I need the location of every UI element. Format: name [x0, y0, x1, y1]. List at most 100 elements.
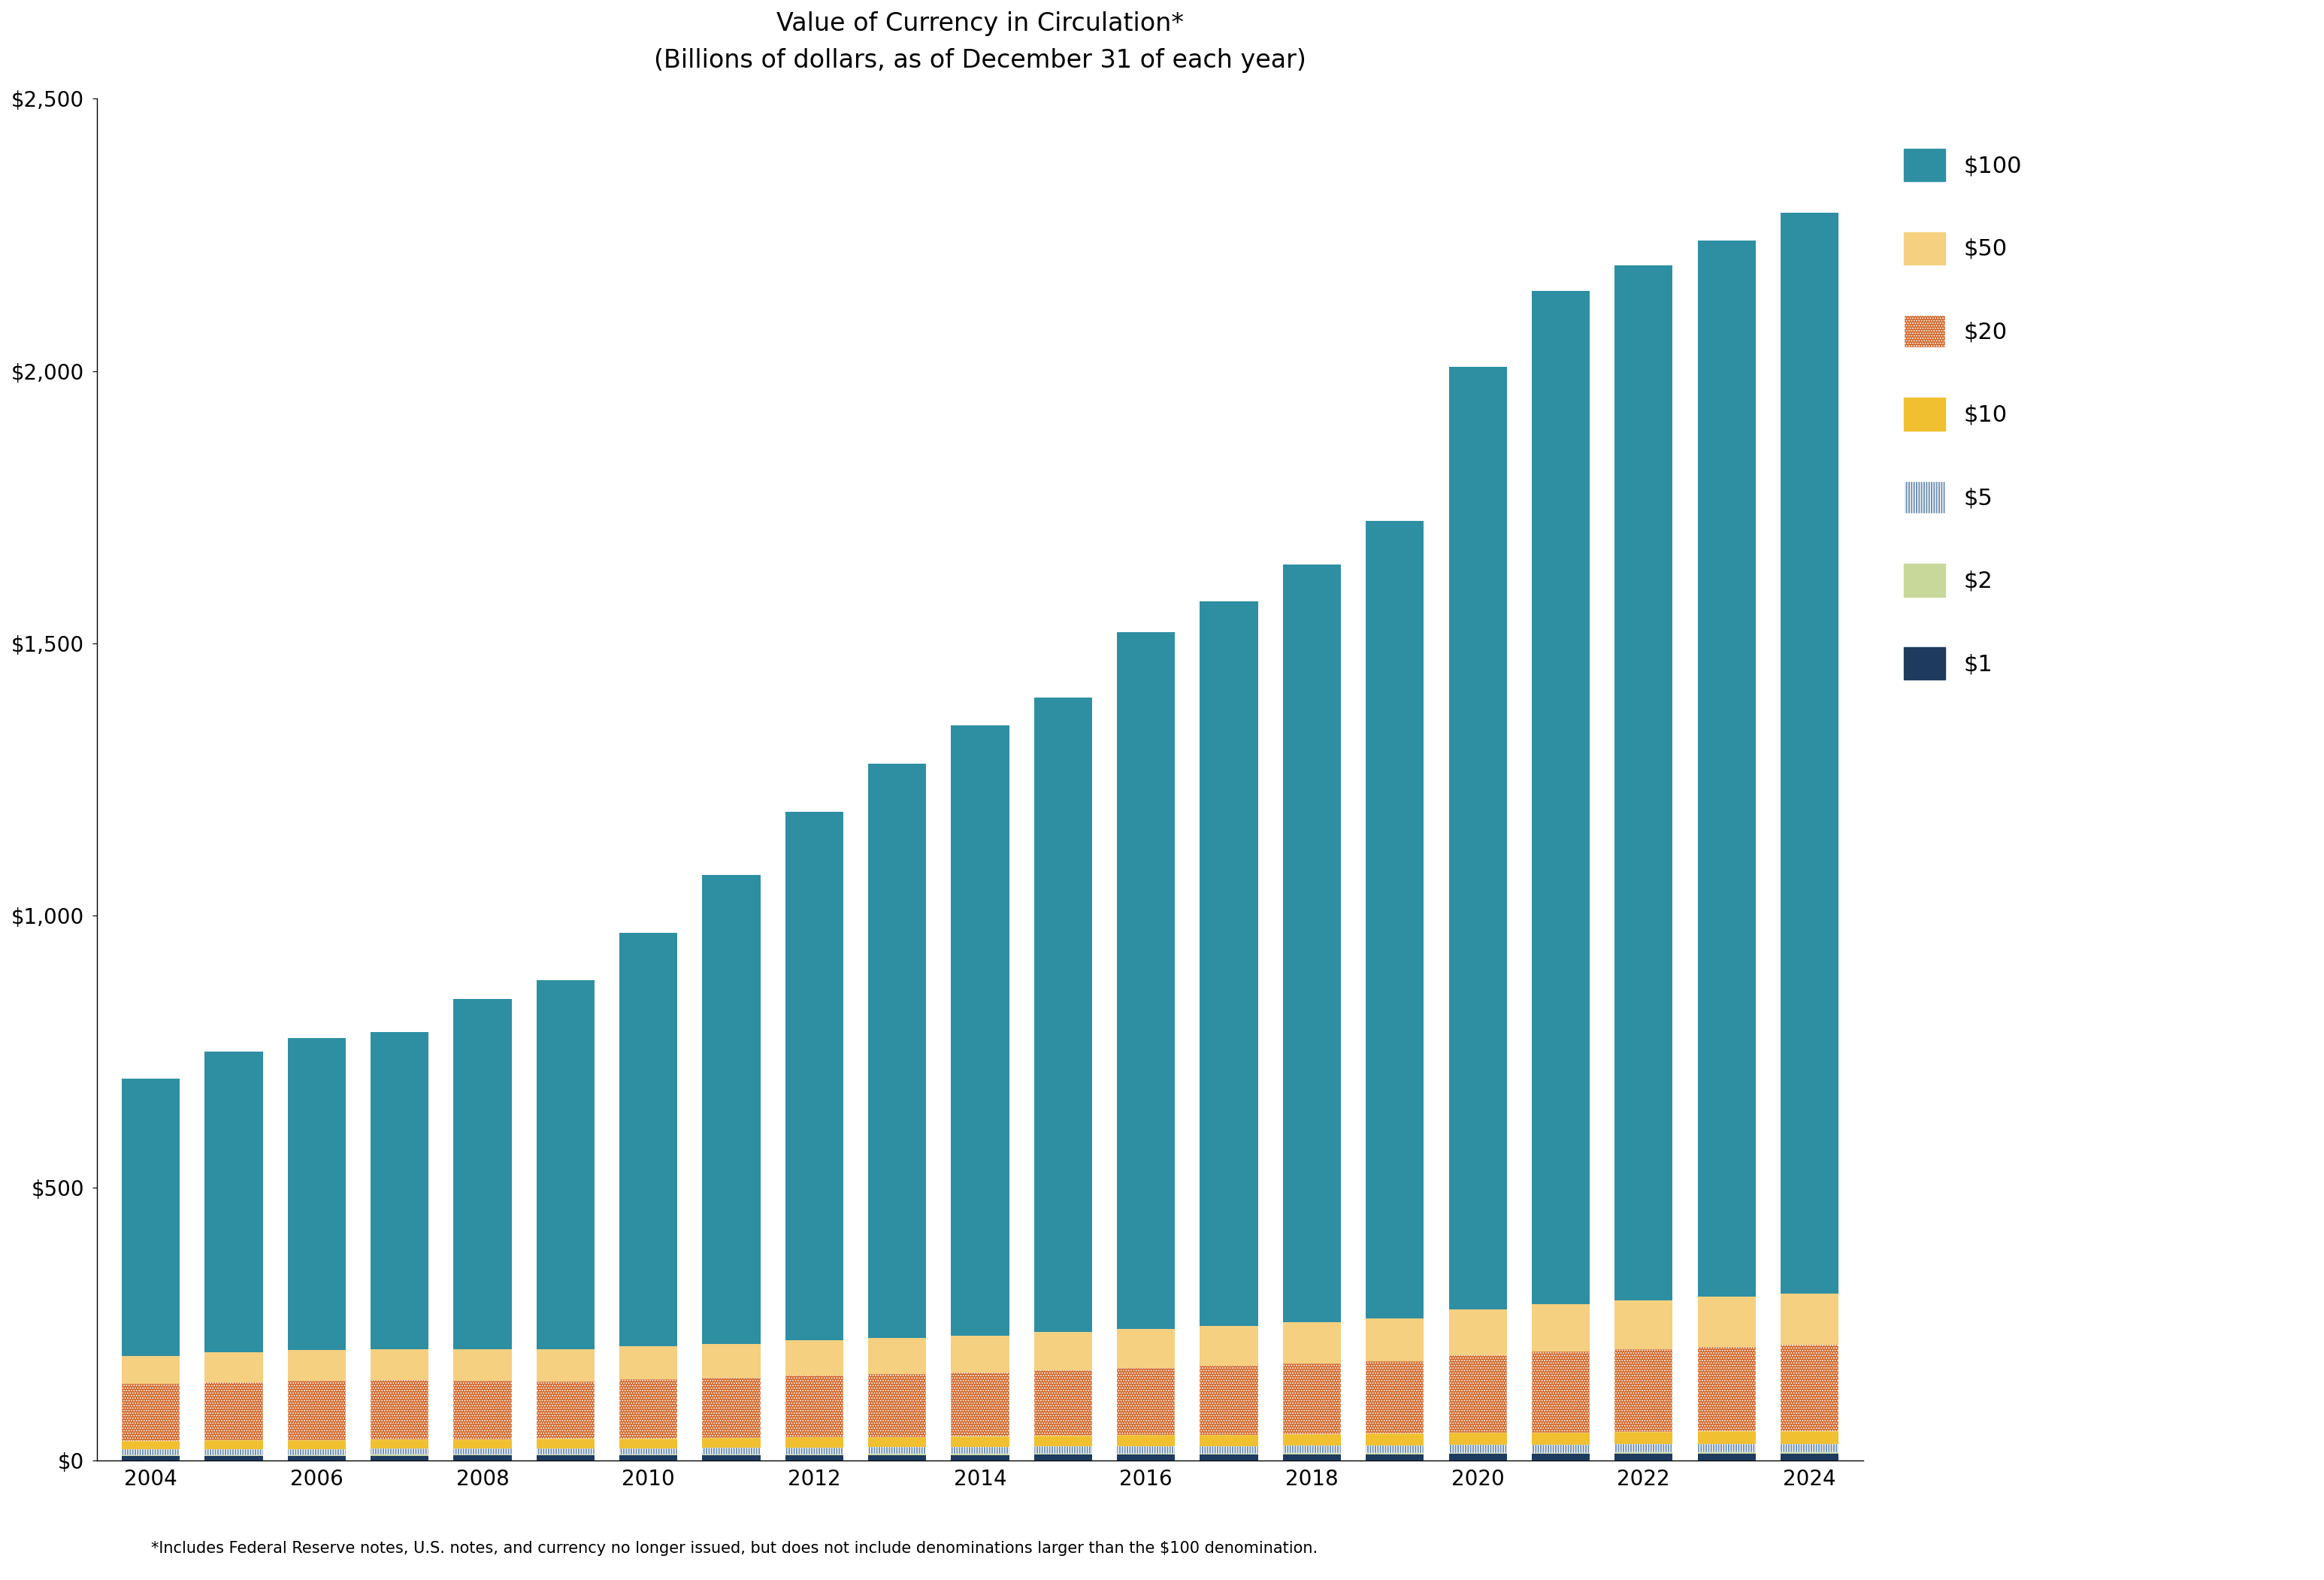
Bar	[121, 1079, 179, 1356]
Bar	[621, 1455, 676, 1460]
Bar	[1697, 1348, 1755, 1431]
Bar	[1532, 291, 1590, 1304]
Bar	[951, 725, 1009, 1335]
Bar	[1697, 1454, 1755, 1460]
Bar	[1199, 602, 1257, 1326]
Bar	[288, 1449, 346, 1455]
Bar	[1615, 1300, 1673, 1349]
Bar	[370, 1032, 428, 1349]
Bar	[1367, 1446, 1425, 1454]
Bar	[121, 1356, 179, 1384]
Bar	[702, 1447, 760, 1454]
Bar	[537, 1455, 595, 1460]
Bar	[1780, 1431, 1838, 1444]
Bar	[453, 1449, 511, 1455]
Bar	[1780, 213, 1838, 1294]
Bar	[205, 1352, 263, 1382]
Bar	[205, 1051, 263, 1352]
Bar	[702, 875, 760, 1343]
Bar	[1448, 367, 1506, 1310]
Bar	[621, 1379, 676, 1438]
Bar	[1034, 1436, 1092, 1447]
Bar	[702, 1343, 760, 1378]
Bar	[869, 1447, 927, 1454]
Bar	[288, 1455, 346, 1460]
Bar	[702, 1438, 760, 1447]
Bar	[205, 1441, 263, 1449]
Bar	[1367, 1454, 1425, 1460]
Bar	[1199, 1435, 1257, 1446]
Bar	[370, 1381, 428, 1439]
Bar	[537, 1439, 595, 1449]
Bar	[205, 1455, 263, 1460]
Bar	[1199, 1326, 1257, 1367]
Bar	[1034, 1332, 1092, 1370]
Bar	[453, 1381, 511, 1439]
Bar	[1199, 1446, 1257, 1454]
Bar	[121, 1455, 179, 1460]
Bar	[121, 1441, 179, 1449]
Bar	[537, 1381, 595, 1439]
Bar	[786, 812, 844, 1340]
Bar	[869, 763, 927, 1338]
Bar	[537, 1349, 595, 1381]
Bar	[1697, 240, 1755, 1297]
Bar	[869, 1455, 927, 1460]
Bar	[1283, 564, 1341, 1322]
Bar	[1780, 1454, 1838, 1460]
Bar	[951, 1373, 1009, 1436]
Bar	[1118, 632, 1176, 1329]
Bar	[1367, 521, 1425, 1319]
Bar	[1532, 1352, 1590, 1433]
Bar	[1118, 1329, 1176, 1368]
Bar	[1780, 1294, 1838, 1345]
Bar	[1118, 1435, 1176, 1446]
Bar	[786, 1340, 844, 1375]
Bar	[951, 1447, 1009, 1454]
Bar	[786, 1438, 844, 1447]
Bar	[370, 1439, 428, 1449]
Bar	[1615, 1431, 1673, 1444]
Bar	[951, 1335, 1009, 1373]
Bar	[1448, 1433, 1506, 1446]
Bar	[621, 932, 676, 1346]
Bar	[1697, 1444, 1755, 1452]
Bar	[1118, 1446, 1176, 1454]
Bar	[288, 1439, 346, 1449]
Bar	[205, 1382, 263, 1441]
Bar	[1780, 1345, 1838, 1431]
Bar	[537, 980, 595, 1349]
Bar	[1448, 1356, 1506, 1433]
Bar	[702, 1378, 760, 1438]
Bar	[786, 1447, 844, 1454]
Bar	[1367, 1433, 1425, 1446]
Bar	[1697, 1431, 1755, 1444]
Bar	[786, 1375, 844, 1438]
Bar	[205, 1449, 263, 1455]
Bar	[1283, 1454, 1341, 1460]
Bar	[621, 1346, 676, 1379]
Bar	[869, 1338, 927, 1375]
Bar	[288, 1381, 346, 1439]
Bar	[1448, 1446, 1506, 1454]
Bar	[1697, 1297, 1755, 1348]
Bar	[1118, 1368, 1176, 1435]
Bar	[1367, 1319, 1425, 1360]
Bar	[1532, 1303, 1590, 1352]
Legend: $100, $50, $20, $10, $5, $2, $1: $100, $50, $20, $10, $5, $2, $1	[1892, 137, 2034, 690]
Bar	[951, 1436, 1009, 1447]
Bar	[453, 1439, 511, 1449]
Bar	[1283, 1435, 1341, 1446]
Bar	[621, 1438, 676, 1449]
Bar	[1532, 1444, 1590, 1452]
Bar	[1034, 1370, 1092, 1436]
Bar	[1283, 1446, 1341, 1454]
Bar	[537, 1449, 595, 1455]
Title: Value of Currency in Circulation*
(Billions of dollars, as of December 31 of eac: Value of Currency in Circulation* (Billi…	[653, 11, 1306, 73]
Bar	[121, 1449, 179, 1455]
Bar	[121, 1384, 179, 1441]
Bar	[1615, 1454, 1673, 1460]
Bar	[453, 1349, 511, 1381]
Bar	[1034, 698, 1092, 1332]
Bar	[1283, 1322, 1341, 1364]
